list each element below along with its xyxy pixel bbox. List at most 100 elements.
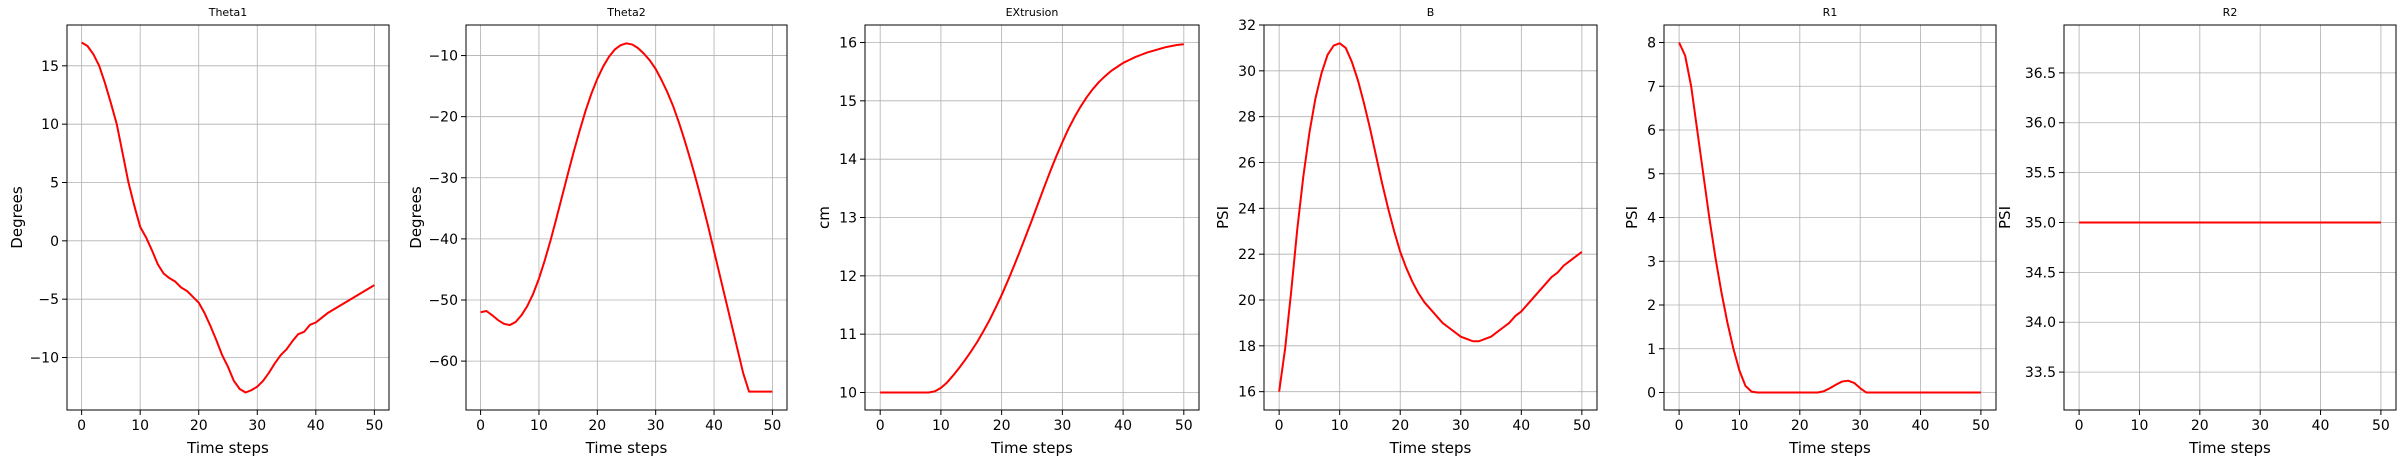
y-tick-label: 32: [1238, 18, 1256, 34]
y-tick-label: 34.0: [2025, 315, 2056, 331]
y-tick-label: 6: [1647, 123, 1656, 139]
y-axis-label: PSI: [1214, 206, 1232, 229]
x-tick-label: 20: [588, 418, 606, 434]
plot-frame: [66, 24, 390, 411]
y-tick-label: 11: [839, 327, 857, 343]
x-tick-label: 10: [131, 418, 149, 434]
y-tick-label: 22: [1238, 247, 1256, 263]
y-tick-label: 7: [1647, 79, 1656, 95]
plot-frame: [2063, 24, 2397, 411]
y-tick-label: 35.0: [2025, 215, 2056, 231]
y-tick-label: 24: [1238, 201, 1256, 217]
chart-title: Theta2: [606, 6, 646, 19]
x-tick-label: 10: [1731, 418, 1749, 434]
x-tick-label: 40: [1512, 418, 1530, 434]
y-tick-label: 1: [1647, 342, 1656, 358]
x-tick-label: 0: [1675, 418, 1684, 434]
x-tick-label: 30: [1851, 418, 1869, 434]
y-axis-label: Degrees: [8, 186, 26, 249]
y-tick-label: 26: [1238, 156, 1256, 172]
x-tick-label: 30: [1452, 418, 1470, 434]
x-axis-label: Time steps: [186, 439, 269, 457]
y-tick-label: −5: [38, 292, 59, 308]
x-axis-label: Time steps: [1788, 439, 1871, 457]
series-line: [480, 42, 773, 393]
x-tick-label: 40: [1912, 418, 1930, 434]
y-tick-label: 15: [839, 94, 857, 110]
y-tick-label: −10: [428, 49, 458, 65]
series-line: [880, 43, 1184, 394]
x-axis-label: Time steps: [990, 439, 1073, 457]
chart-panel-6: 0 10 20 30 40 50 33.5 34.0 34.5 35.0 35.5 36.0 36.5 R…: [1996, 6, 2397, 457]
y-tick-label: 2: [1647, 298, 1656, 314]
x-tick-label: 0: [876, 418, 885, 434]
x-tick-label: 0: [476, 418, 485, 434]
y-tick-label: 18: [1238, 339, 1256, 355]
x-tick-label: 0: [77, 418, 86, 434]
x-axis-label: Time steps: [2188, 439, 2271, 457]
y-tick-label: 3: [1647, 254, 1656, 270]
y-tick-label: −60: [428, 354, 458, 370]
y-tick-label: −40: [428, 232, 458, 248]
x-tick-label: 10: [932, 418, 950, 434]
y-tick-label: 33.5: [2025, 365, 2056, 381]
x-tick-label: 20: [190, 418, 208, 434]
y-tick-label: 34.5: [2025, 265, 2056, 281]
y-tick-label: 0: [50, 234, 59, 250]
x-tick-label: 50: [2372, 418, 2390, 434]
x-tick-label: 10: [2131, 418, 2149, 434]
y-axis-label: PSI: [1623, 206, 1641, 229]
chart-panel-4: 0 10 20 30 40 50 16 18 20 22 24 26 28 30 32 B Time steps…: [1214, 6, 1598, 457]
y-tick-label: 36.0: [2025, 116, 2056, 132]
x-tick-label: 40: [705, 418, 723, 434]
x-tick-label: 50: [1573, 418, 1591, 434]
x-tick-label: 50: [1175, 418, 1193, 434]
y-tick-label: 16: [1238, 385, 1256, 401]
y-tick-label: 8: [1647, 36, 1656, 52]
y-tick-label: 10: [839, 386, 857, 402]
y-tick-label: 30: [1238, 64, 1256, 80]
y-tick-label: −20: [428, 110, 458, 126]
y-axis-label: cm: [815, 206, 833, 229]
x-axis-label: Time steps: [585, 439, 668, 457]
chart-panel-2: 0 10 20 30 40 50 −60 −50 −40 −30 −20 −10 Theta2 Time …: [407, 6, 788, 457]
x-tick-label: 30: [1053, 418, 1071, 434]
plot-frame: [465, 24, 788, 411]
x-tick-label: 50: [365, 418, 383, 434]
y-tick-label: 4: [1647, 211, 1656, 227]
y-tick-label: 5: [50, 176, 59, 192]
plot-frame: [1263, 24, 1598, 411]
series-line: [1278, 42, 1583, 392]
x-tick-label: 0: [1275, 418, 1284, 434]
chart-title: B: [1427, 6, 1435, 19]
chart-title: R2: [2223, 6, 2238, 19]
x-tick-label: 40: [307, 418, 325, 434]
y-tick-label: 12: [839, 269, 857, 285]
chart-panel-3: 0 10 20 30 40 50 10 11 12 13 14 15 16 EXtrusion Time s…: [815, 6, 1200, 457]
y-tick-label: 20: [1238, 293, 1256, 309]
x-tick-label: 30: [248, 418, 266, 434]
series-line: [81, 41, 375, 394]
x-tick-label: 30: [647, 418, 665, 434]
y-tick-label: 28: [1238, 110, 1256, 126]
y-tick-label: 15: [41, 59, 59, 75]
y-tick-label: 5: [1647, 167, 1656, 183]
x-tick-label: 20: [993, 418, 1011, 434]
chart-panel-1: 0 10 20 30 40 50 −10 −5 0 5 10 15 Theta1 Time steps De…: [8, 6, 390, 457]
y-tick-label: 14: [839, 152, 857, 168]
chart-title: Theta1: [208, 6, 248, 19]
chart-title: EXtrusion: [1006, 6, 1059, 19]
y-tick-label: −30: [428, 171, 458, 187]
y-tick-label: 0: [1647, 386, 1656, 402]
x-tick-label: 20: [1791, 418, 1809, 434]
y-tick-label: 10: [41, 117, 59, 133]
y-tick-label: −10: [29, 351, 59, 367]
y-axis-label: Degrees: [407, 186, 425, 249]
x-tick-label: 10: [530, 418, 548, 434]
x-tick-label: 40: [1114, 418, 1132, 434]
x-tick-label: 40: [2312, 418, 2330, 434]
y-tick-label: 16: [839, 36, 857, 52]
x-tick-label: 10: [1331, 418, 1349, 434]
x-tick-label: 50: [1972, 418, 1990, 434]
